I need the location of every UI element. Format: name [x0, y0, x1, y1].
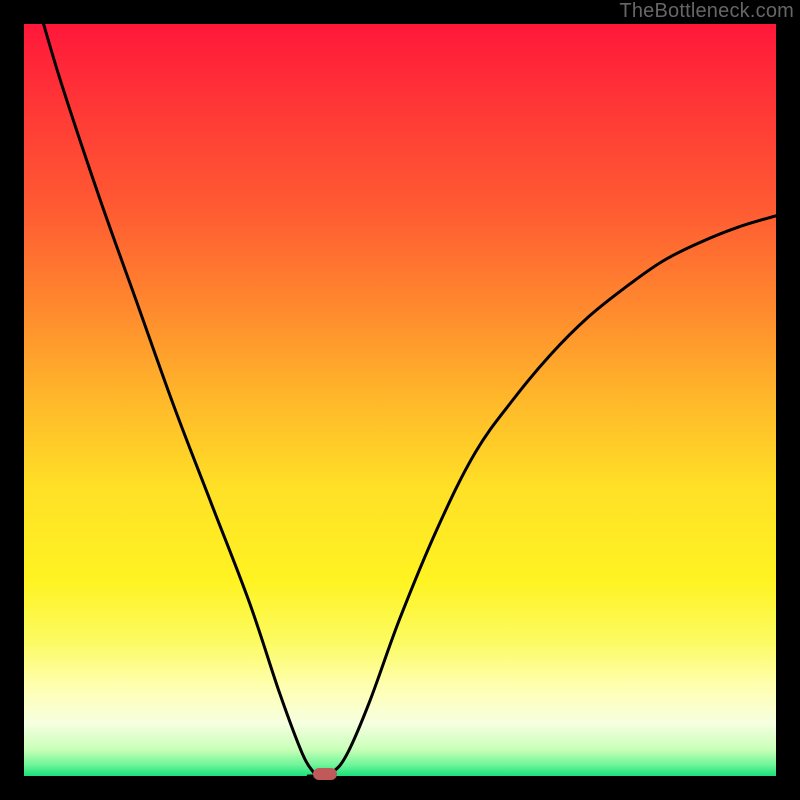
watermark-text: TheBottleneck.com — [619, 0, 794, 23]
figure-container: TheBottleneck.com — [0, 0, 800, 800]
plot-area — [24, 24, 776, 776]
bottleneck-marker — [313, 768, 337, 780]
bottleneck-curve — [24, 24, 776, 776]
